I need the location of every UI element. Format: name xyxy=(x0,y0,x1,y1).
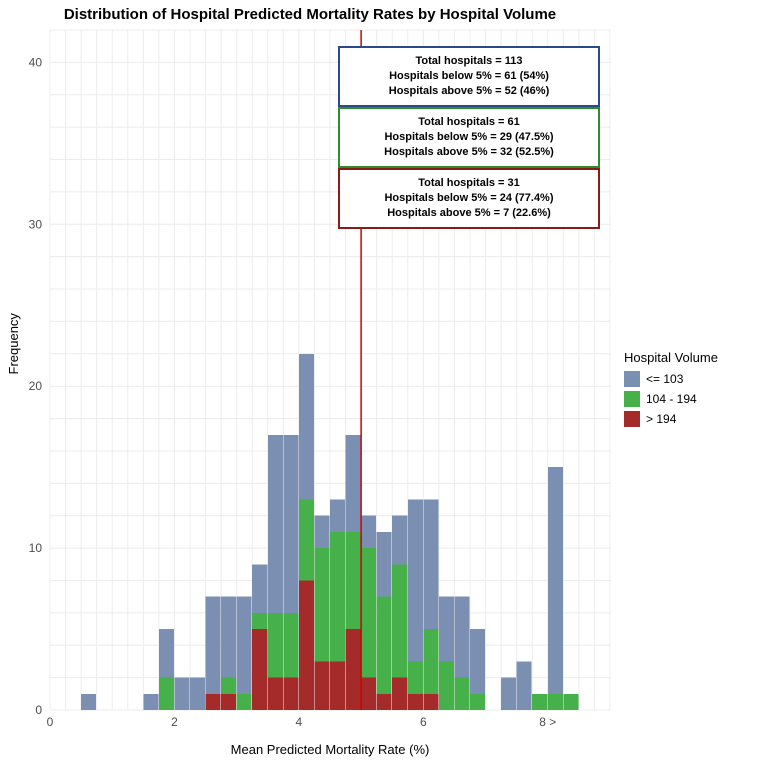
bar-red xyxy=(392,678,407,710)
x-tick-label: 2 xyxy=(171,715,178,729)
annotation-box: Total hospitals = 31Hospitals below 5% =… xyxy=(338,168,600,229)
bar-red xyxy=(299,580,314,710)
x-axis-label: Mean Predicted Mortality Rate (%) xyxy=(50,742,610,757)
bar-red xyxy=(423,694,438,710)
bar-green xyxy=(454,678,469,710)
annotation-line: Total hospitals = 113 xyxy=(352,54,586,69)
y-axis-label: Frequency xyxy=(6,313,21,374)
annotation-line: Total hospitals = 61 xyxy=(352,115,586,130)
bar-blue xyxy=(206,597,221,694)
legend-item: 104 - 194 xyxy=(624,391,744,407)
bar-red xyxy=(377,694,392,710)
bar-blue xyxy=(159,629,174,678)
bar-blue xyxy=(221,597,236,678)
legend-label: <= 103 xyxy=(646,372,683,386)
bar-green xyxy=(268,613,283,678)
bar-blue xyxy=(408,500,423,662)
annotation-line: Hospitals above 5% = 32 (52.5%) xyxy=(352,145,586,160)
bar-green xyxy=(392,564,407,677)
legend-swatch xyxy=(624,411,640,427)
annotation-line: Hospitals above 5% = 52 (46%) xyxy=(352,84,586,99)
bar-red xyxy=(283,678,298,710)
legend-title: Hospital Volume xyxy=(624,350,744,365)
bar-red xyxy=(221,694,236,710)
legend-swatch xyxy=(624,371,640,387)
x-tick-label: 6 xyxy=(420,715,427,729)
bar-green xyxy=(299,500,314,581)
legend-item: > 194 xyxy=(624,411,744,427)
y-tick-label: 10 xyxy=(29,541,43,555)
legend-swatch xyxy=(624,391,640,407)
y-tick-label: 30 xyxy=(29,217,43,231)
figure: Distribution of Hospital Predicted Morta… xyxy=(0,0,762,763)
x-tick-label: 8 > xyxy=(539,715,556,729)
bar-blue xyxy=(314,516,329,548)
bar-blue xyxy=(143,694,158,710)
bar-blue xyxy=(190,678,205,710)
bar-red xyxy=(408,694,423,710)
bar-green xyxy=(563,694,578,710)
bar-blue xyxy=(517,661,532,710)
annotation-line: Hospitals below 5% = 61 (54%) xyxy=(352,69,586,84)
bar-green xyxy=(252,613,267,629)
bar-blue xyxy=(548,467,563,694)
legend: Hospital Volume <= 103 104 - 194 > 194 xyxy=(624,350,744,431)
bar-blue xyxy=(439,597,454,662)
annotation-line: Hospitals below 5% = 24 (77.4%) xyxy=(352,191,586,206)
bar-blue xyxy=(346,435,361,532)
y-tick-label: 20 xyxy=(29,379,43,393)
y-axis-label-text: Frequency xyxy=(6,313,21,374)
bar-red xyxy=(268,678,283,710)
annotation-line: Hospitals above 5% = 7 (22.6%) xyxy=(352,206,586,221)
x-tick-label: 0 xyxy=(47,715,54,729)
bar-green xyxy=(221,678,236,694)
bar-red xyxy=(252,629,267,710)
bar-red xyxy=(346,629,361,710)
bar-blue xyxy=(252,564,267,613)
bar-blue xyxy=(470,629,485,694)
bar-blue xyxy=(501,678,516,710)
bar-blue xyxy=(454,597,469,678)
annotation-box: Total hospitals = 113Hospitals below 5% … xyxy=(338,46,600,107)
bar-blue xyxy=(237,597,252,694)
bar-blue xyxy=(81,694,96,710)
bar-green xyxy=(470,694,485,710)
annotation-line: Hospitals below 5% = 29 (47.5%) xyxy=(352,130,586,145)
bar-red xyxy=(361,678,376,710)
bar-green xyxy=(314,548,329,661)
bar-green xyxy=(408,661,423,693)
x-tick-label: 4 xyxy=(296,715,303,729)
bar-blue xyxy=(283,435,298,613)
bar-green xyxy=(532,694,547,710)
bar-blue xyxy=(174,678,189,710)
bar-blue xyxy=(423,500,438,630)
bar-red xyxy=(206,694,221,710)
annotation-line: Total hospitals = 31 xyxy=(352,176,586,191)
bar-green xyxy=(346,532,361,629)
y-tick-label: 0 xyxy=(35,703,42,717)
legend-item: <= 103 xyxy=(624,371,744,387)
bar-green xyxy=(237,694,252,710)
bar-green xyxy=(439,661,454,710)
legend-label: > 194 xyxy=(646,412,676,426)
chart-title: Distribution of Hospital Predicted Morta… xyxy=(0,6,620,23)
bar-blue xyxy=(330,500,345,532)
annotation-box: Total hospitals = 61Hospitals below 5% =… xyxy=(338,107,600,168)
y-tick-label: 40 xyxy=(29,55,43,69)
bar-blue xyxy=(299,354,314,500)
bar-blue xyxy=(361,516,376,548)
bar-green xyxy=(330,532,345,662)
bar-blue xyxy=(392,516,407,565)
legend-label: 104 - 194 xyxy=(646,392,697,406)
bar-green xyxy=(283,613,298,678)
bar-green xyxy=(423,629,438,694)
bar-green xyxy=(159,678,174,710)
bar-red xyxy=(330,661,345,710)
bar-green xyxy=(548,694,563,710)
bar-red xyxy=(314,661,329,710)
bar-green xyxy=(377,597,392,694)
bar-green xyxy=(361,548,376,678)
bar-blue xyxy=(268,435,283,613)
bar-blue xyxy=(377,532,392,597)
